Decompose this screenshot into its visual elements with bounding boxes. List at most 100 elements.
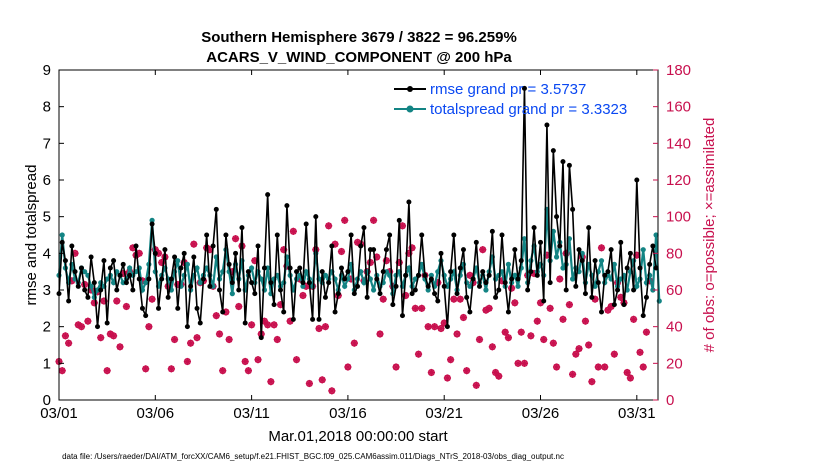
obs-assimilated-point (495, 372, 503, 380)
rmse-point (396, 217, 402, 223)
rmse-point (432, 291, 438, 297)
rmse-point (297, 265, 303, 271)
obs-assimilated-point (556, 275, 564, 283)
rmse-point (322, 294, 328, 300)
rmse-point (127, 272, 133, 278)
rmse-point (265, 192, 271, 198)
rmse-point (123, 280, 129, 286)
rmse-point (152, 250, 158, 256)
rmse-point (117, 272, 123, 278)
rmse-point (175, 305, 181, 311)
obs-assimilated-point (488, 343, 496, 351)
obs-assimilated-point (84, 317, 92, 325)
obs-assimilated-point (369, 216, 378, 224)
rmse-point (624, 265, 630, 271)
obs-assimilated-point (392, 363, 400, 371)
totalspread-point (419, 261, 425, 267)
rmse-layer (56, 85, 659, 341)
rmse-point (319, 269, 325, 275)
rmse-point (358, 243, 364, 249)
rmse-point (416, 272, 422, 278)
obs-assimilated-point (485, 304, 493, 312)
rmse-point (403, 272, 409, 278)
y-tick-label: 8 (43, 99, 51, 116)
obs-assimilated-point (424, 323, 432, 331)
obs-assimilated-point (517, 328, 525, 336)
x-tick-label: 03/11 (233, 405, 269, 422)
rmse-point (380, 269, 386, 275)
totalspread-point (483, 287, 489, 293)
obs-assimilated-point (504, 334, 513, 342)
obs-assimilated-point (148, 295, 156, 303)
rmse-point (483, 280, 489, 286)
rmse-point (608, 247, 614, 253)
rmse-point (464, 294, 470, 300)
obs-assimilated-point (623, 368, 631, 377)
rmse-point (114, 287, 120, 293)
rmse-point (509, 276, 515, 282)
rmse-point (146, 276, 152, 282)
obs-assimilated-point (231, 235, 240, 243)
rmse-point (602, 272, 608, 278)
obs-assimilated-point (193, 334, 201, 342)
rmse-point (521, 85, 527, 91)
obs-assimilated-point (527, 332, 535, 340)
rmse-point (191, 254, 197, 260)
totalspread-point (425, 287, 431, 293)
rmse-point (249, 280, 255, 286)
legend-rmse-marker (407, 86, 413, 92)
rmse-point (82, 287, 88, 293)
obs-assimilated-point (325, 222, 333, 230)
rmse-point (242, 320, 248, 326)
rmse-point (101, 258, 107, 264)
y2-tick-label: 100 (666, 209, 691, 226)
rmse-point (393, 283, 399, 289)
rmse-point (422, 272, 428, 278)
y2-tick-label: 60 (666, 282, 683, 299)
rmse-point (268, 280, 274, 286)
rmse-point (69, 243, 75, 249)
rmse-point (95, 324, 101, 330)
legend-spread-marker (406, 105, 414, 113)
obs-assimilated-point (588, 378, 596, 386)
rmse-point (130, 287, 136, 293)
rmse-point (579, 258, 585, 264)
totalspread-point (322, 272, 329, 278)
totalspread-point (110, 280, 117, 286)
obs-assimilated-point (241, 357, 249, 366)
rmse-point (184, 324, 190, 330)
rmse-point (444, 324, 450, 330)
obs-assimilated-point (594, 363, 602, 371)
obs-assimilated-point (472, 381, 480, 389)
y-axis-right: 0 20 40 60 80 100 120 140 160 180 (653, 62, 691, 409)
rmse-point (111, 258, 117, 264)
y-tick-label: 7 (43, 135, 51, 152)
rmse-point (72, 269, 78, 275)
totalspread-point (412, 276, 418, 282)
rmse-point (120, 261, 126, 267)
totalspread-point (650, 287, 656, 293)
obs-assimilated-point (520, 359, 529, 367)
obs-assimilated-point (475, 335, 484, 344)
totalspread-point (229, 291, 235, 297)
obs-assimilated-point (459, 313, 468, 322)
totalspread-point (175, 258, 181, 264)
rmse-point (207, 283, 213, 289)
rmse-point (255, 243, 261, 249)
rmse-point (435, 298, 441, 304)
rmse-point (643, 294, 649, 300)
rmse-point (486, 272, 492, 278)
rmse-point (310, 316, 316, 322)
rmse-point (586, 225, 592, 231)
rmse-point (592, 258, 598, 264)
obs-assimilated-point (408, 244, 416, 252)
rmse-point (188, 283, 194, 289)
obs-assimilated-point (450, 295, 458, 303)
y-tick-label: 3 (43, 282, 51, 299)
obs-assimilated-point (411, 304, 419, 312)
totalspread-point (303, 269, 309, 275)
rmse-point (534, 272, 540, 278)
rmse-point (294, 269, 300, 275)
obs-assimilated-point (244, 367, 252, 375)
rmse-point (178, 265, 184, 271)
